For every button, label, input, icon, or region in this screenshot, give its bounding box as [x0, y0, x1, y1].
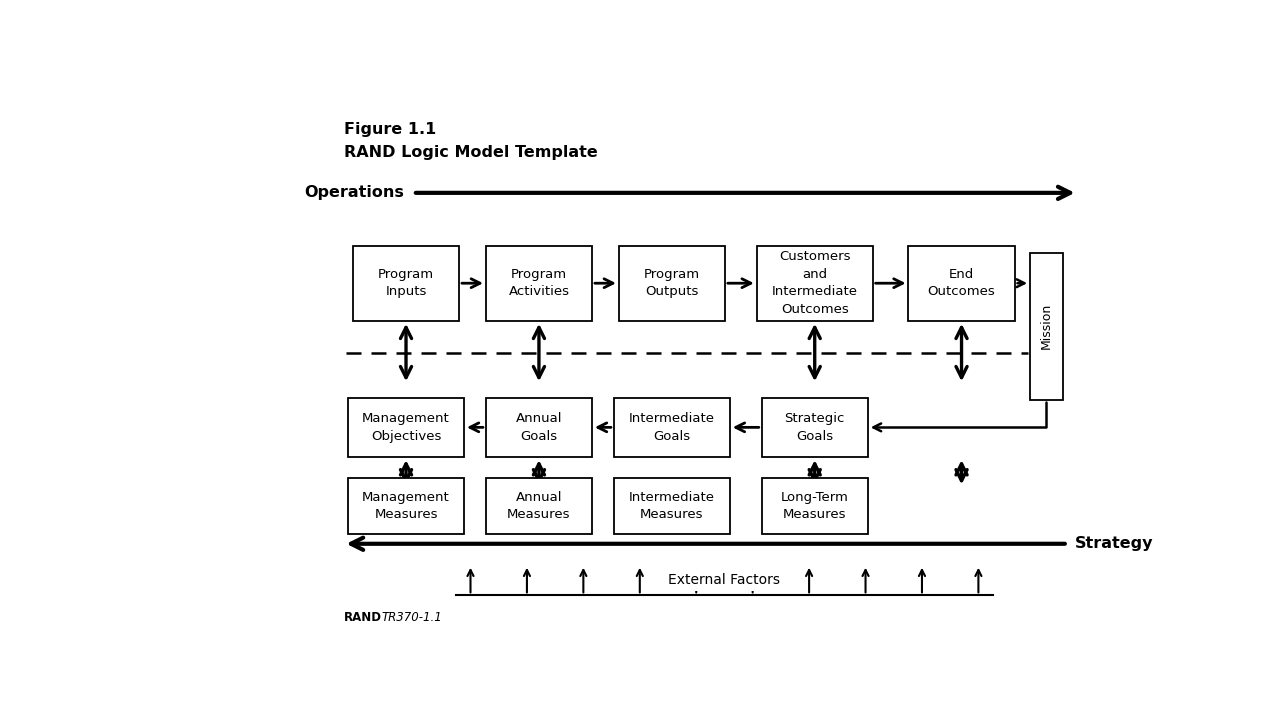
Text: Intermediate
Measures: Intermediate Measures	[628, 491, 714, 521]
Bar	[614, 478, 730, 534]
Bar	[1030, 253, 1062, 400]
Text: Annual
Measures: Annual Measures	[507, 491, 571, 521]
Bar	[486, 478, 593, 534]
Text: Program
Inputs: Program Inputs	[378, 268, 434, 299]
Text: Customers
and
Intermediate
Outcomes: Customers and Intermediate Outcomes	[772, 251, 858, 316]
Text: Management
Objectives: Management Objectives	[362, 412, 449, 443]
Bar	[486, 246, 593, 320]
Bar	[486, 397, 593, 457]
Bar	[353, 246, 460, 320]
Text: Program
Activities: Program Activities	[508, 268, 570, 299]
Bar	[618, 246, 724, 320]
Bar	[762, 397, 868, 457]
Bar	[756, 246, 873, 320]
Bar	[762, 478, 868, 534]
Text: Management
Measures: Management Measures	[362, 491, 449, 521]
Text: Operations: Operations	[305, 185, 404, 200]
Text: Strategy: Strategy	[1075, 536, 1153, 552]
Text: TR370-1.1: TR370-1.1	[381, 611, 442, 624]
Bar	[614, 397, 730, 457]
Bar	[909, 246, 1015, 320]
Text: Intermediate
Goals: Intermediate Goals	[628, 412, 714, 443]
Text: External Factors: External Factors	[668, 573, 781, 587]
Text: Mission: Mission	[1039, 303, 1053, 349]
Text: Figure 1.1: Figure 1.1	[343, 122, 435, 138]
Text: Annual
Goals: Annual Goals	[516, 412, 562, 443]
Text: RAND Logic Model Template: RAND Logic Model Template	[343, 145, 598, 160]
Bar	[348, 478, 465, 534]
Bar	[348, 397, 465, 457]
Text: Program
Outputs: Program Outputs	[644, 268, 700, 299]
Text: Long-Term
Measures: Long-Term Measures	[781, 491, 849, 521]
Text: RAND: RAND	[343, 611, 381, 624]
Text: End
Outcomes: End Outcomes	[928, 268, 996, 299]
Text: Strategic
Goals: Strategic Goals	[785, 412, 845, 443]
